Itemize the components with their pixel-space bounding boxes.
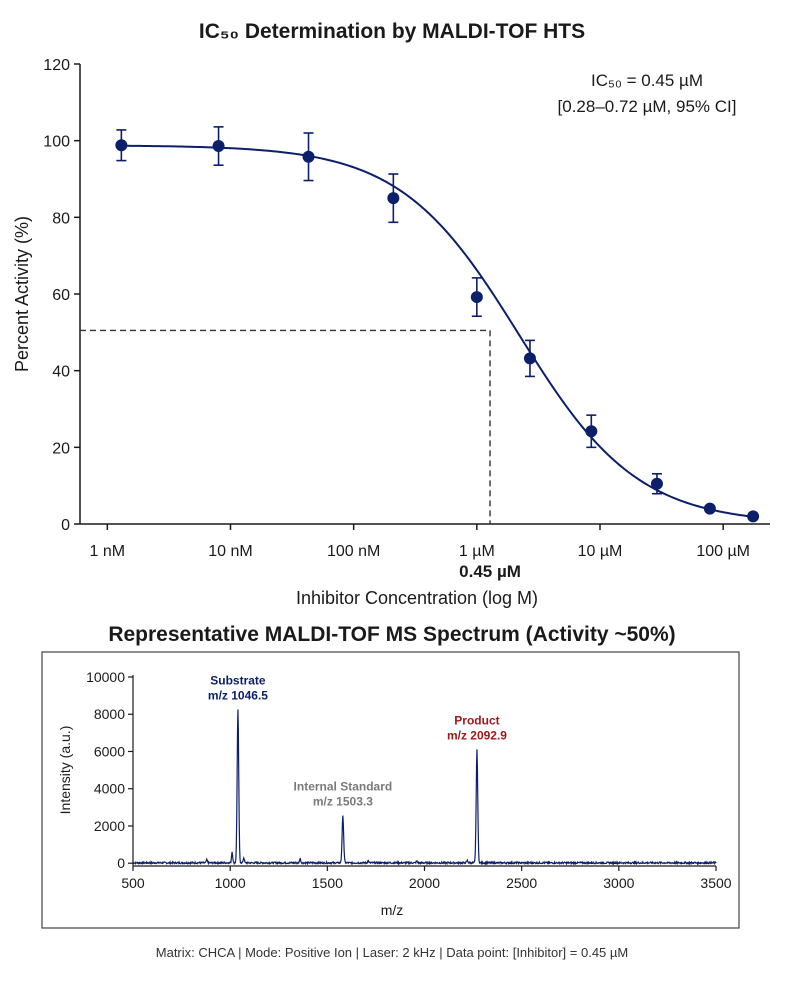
ms-y-tick-label: 4000 [94,781,125,797]
ms-x-tick-group: 500 1000 1500 2000 2500 3000 3500 [121,866,732,891]
y-tick-label: 120 [43,57,70,74]
peak-mz-label: m/z 1503.3 [313,795,373,809]
ms-y-tick-label: 2000 [94,818,125,834]
ms-y-tick-label: 8000 [94,706,125,722]
ms-panel-frame [41,651,740,929]
data-point [115,139,128,152]
spectrum-trace [132,709,717,866]
ic50-marker-label: 0.45 µM [459,562,521,581]
y-tick-label: 100 [43,134,70,151]
ms-y-tick-label: 10000 [86,669,125,685]
x-axis-label: Inhibitor Concentration (log M) [296,588,538,608]
acquisition-footer: Matrix: CHCA | Mode: Positive Ion | Lase… [156,945,628,960]
ms-x-tick-label: 2000 [409,875,440,891]
x-tick-label: 100 µM [696,543,750,560]
x-tick-label: 10 µM [578,543,623,560]
data-point [585,425,598,438]
data-point [387,192,400,205]
y-axis-label: Percent Activity (%) [12,216,32,372]
chart-title: IC₅₀ Determination by MALDI-TOF HTS [199,20,585,43]
y-tick-label: 80 [52,210,70,227]
ic50-annotation-ci: [0.28–0.72 µM, 95% CI] [558,97,737,116]
y-tick-label: 40 [52,364,70,381]
data-point [747,510,760,523]
y-tick-group: 0 20 40 60 80 100 120 [43,57,80,534]
ms-y-axis-label: Intensity (a.u.) [57,726,73,815]
data-point [523,352,536,365]
ms-y-tick-label: 0 [117,855,125,871]
ms-x-tick-label: 1000 [215,875,246,891]
ms-x-tick-label: 500 [121,875,145,891]
y-tick-label: 0 [61,517,70,534]
peak-name-label: Internal Standard [294,780,393,794]
fit-curve [121,144,754,518]
ms-title: Representative MALDI-TOF MS Spectrum (Ac… [108,623,675,646]
x-tick-label: 1 nM [90,543,126,560]
data-point [302,150,315,163]
y-tick-label: 60 [52,287,70,304]
y-tick-label: 20 [52,440,70,457]
ms-x-tick-label: 2500 [506,875,537,891]
ic50-annotation-value: IC₅₀ = 0.45 µM [591,71,703,90]
ms-spectrum-chart: Representative MALDI-TOF MS Spectrum (Ac… [41,623,740,929]
ms-x-tick-label: 1500 [312,875,343,891]
ms-x-tick-label: 3000 [603,875,634,891]
data-point [212,140,225,153]
ms-y-tick-label: 6000 [94,743,125,759]
dose-response-chart: IC₅₀ Determination by MALDI-TOF HTS 0 20 4… [12,20,770,608]
ic50-guide-lines [80,329,491,524]
ms-x-axis-label: m/z [381,902,404,918]
x-tick-group: 1 nM 10 nM 100 nM 1 µM 10 µM 100 µM [90,524,750,560]
ms-y-tick-group: 0 2000 4000 6000 8000 10000 [86,669,133,871]
ms-x-tick-label: 3500 [700,875,731,891]
peak-name-label: Product [454,714,499,728]
peak-mz-label: m/z 1046.5 [208,689,268,703]
x-tick-label: 100 nM [327,543,380,560]
data-point [470,291,483,304]
x-tick-label: 1 µM [459,543,495,560]
peak-name-label: Substrate [210,674,266,688]
x-tick-label: 10 nM [208,543,252,560]
dose-response-axes [79,64,770,525]
data-points [115,126,760,523]
peak-mz-label: m/z 2092.9 [447,729,507,743]
data-point [650,477,663,490]
data-point [703,502,716,515]
